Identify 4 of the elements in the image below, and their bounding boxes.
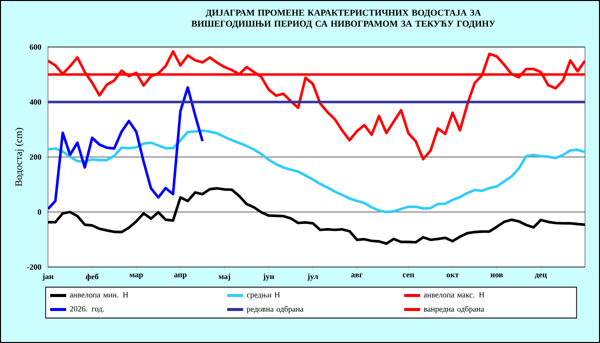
line-series	[48, 50, 586, 161]
line-series	[48, 86, 204, 210]
y-axis-title: Водостај (cm)	[14, 128, 24, 186]
chart-title: ДИЈАГРАМ ПРОМЕНЕ КАРАКТЕРИСТИЧНИХ ВОДОСТАЈА ЗА ВИШЕГОДИШЊИ ПЕРИОД СА НИВОГРАМОМ ЗА ТЕКУЋУ ГОДИНУ	[191, 10, 496, 29]
